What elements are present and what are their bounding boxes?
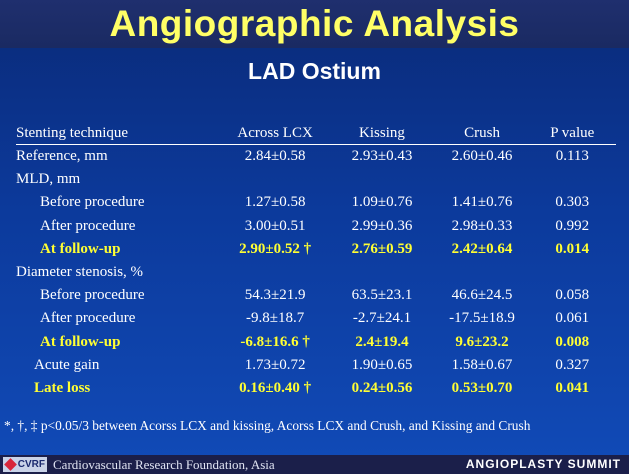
table-row-acute-gain: Acute gain 1.73±0.72 1.90±0.65 1.58±0.67… — [16, 354, 616, 377]
row-label: MLD, mm — [16, 171, 81, 188]
cell-kissing: 2.4±19.4 — [355, 333, 409, 350]
cell-across-lcx: 3.00±0.51 — [244, 217, 306, 234]
cell-kissing: -2.7±24.1 — [352, 310, 412, 327]
cell-kissing: 1.09±0.76 — [351, 194, 413, 211]
cell-p-value: 0.303 — [555, 194, 590, 211]
header-technique: Stenting technique — [16, 122, 222, 145]
row-label: Before procedure — [40, 194, 145, 211]
cell-crush: 1.41±0.76 — [451, 194, 513, 211]
cell-across-lcx: 0.16±0.40 † — [239, 379, 312, 396]
cell-crush: 46.6±24.5 — [451, 287, 513, 304]
table-row-mld-follow-up: At follow-up 2.90±0.52 † 2.76±0.59 2.42±… — [16, 238, 616, 261]
table-row-ds-after: After procedure -9.8±18.7 -2.7±24.1 -17.… — [16, 307, 616, 330]
table-row-reference: Reference, mm 2.84±0.58 2.93±0.43 2.60±0… — [16, 145, 616, 169]
cell-p-value: 0.041 — [555, 379, 590, 396]
cell-p-value: 0.008 — [555, 333, 590, 350]
title-band: Angiographic Analysis — [0, 0, 629, 48]
cell-across-lcx — [222, 168, 329, 191]
cell-p-value: 0.014 — [555, 240, 590, 257]
cell-crush: -17.5±18.9 — [449, 310, 515, 327]
cell-kissing — [328, 168, 435, 191]
row-label: Before procedure — [40, 287, 145, 304]
cell-p-value — [529, 168, 616, 191]
cell-p-value: 0.061 — [555, 310, 590, 327]
cell-p-value: 0.327 — [555, 356, 590, 373]
results-table: Stenting technique Across LCX Kissing Cr… — [16, 122, 616, 400]
cell-crush: 2.42±0.64 — [451, 240, 513, 257]
cvrf-logo: CVRF — [3, 457, 47, 472]
table-row-ds-follow-up: At follow-up -6.8±16.6 † 2.4±19.4 9.6±23… — [16, 331, 616, 354]
organization-name: Cardiovascular Research Foundation, Asia — [53, 457, 275, 472]
slide-subtitle: LAD Ostium — [248, 58, 381, 84]
header-crush: Crush — [435, 122, 529, 145]
row-label: Reference, mm — [16, 148, 108, 165]
table-row-late-loss: Late loss 0.16±0.40 † 0.24±0.56 0.53±0.7… — [16, 377, 616, 400]
table-row-mld-before: Before procedure 1.27±0.58 1.09±0.76 1.4… — [16, 191, 616, 214]
cell-across-lcx: 1.73±0.72 — [244, 356, 306, 373]
cell-p-value — [529, 261, 616, 284]
table-row-diameter-stenosis: Diameter stenosis, % — [16, 261, 616, 284]
footer-bar: CVRF Cardiovascular Research Foundation,… — [0, 455, 629, 474]
header-across-lcx: Across LCX — [221, 122, 329, 145]
header-kissing: Kissing — [328, 122, 436, 145]
cell-kissing: 2.93±0.43 — [351, 148, 413, 165]
cell-kissing: 1.90±0.65 — [351, 356, 413, 373]
event-name: ANGIOPLASTY SUMMIT — [465, 457, 621, 471]
cell-crush: 1.58±0.67 — [451, 356, 513, 373]
footnote: *, †, ‡ p<0.05/3 between Acorss LCX and … — [4, 418, 531, 433]
slide-title: Angiographic Analysis — [109, 3, 520, 44]
header-p-value: P value — [528, 122, 616, 145]
cell-kissing: 0.24±0.56 — [351, 379, 413, 396]
table-header-row: Stenting technique Across LCX Kissing Cr… — [16, 122, 616, 145]
row-label: At follow-up — [40, 240, 121, 257]
table-row-mld-after: After procedure 3.00±0.51 2.99±0.36 2.98… — [16, 215, 616, 238]
cell-across-lcx: 1.27±0.58 — [244, 194, 306, 211]
cell-across-lcx: -9.8±18.7 — [245, 310, 305, 327]
table-row-mld: MLD, mm — [16, 168, 616, 191]
cell-crush: 0.53±0.70 — [451, 379, 513, 396]
row-label: Late loss — [34, 379, 91, 396]
cell-kissing: 2.99±0.36 — [351, 217, 413, 234]
cell-kissing — [328, 261, 435, 284]
cell-across-lcx: 54.3±21.9 — [244, 287, 306, 304]
row-label: Acute gain — [34, 356, 100, 373]
cell-crush — [436, 261, 529, 284]
table-row-ds-before: Before procedure 54.3±21.9 63.5±23.1 46.… — [16, 284, 616, 307]
cell-across-lcx: -6.8±16.6 † — [240, 333, 310, 350]
cell-crush — [436, 168, 529, 191]
cell-across-lcx: 2.90±0.52 † — [239, 240, 312, 257]
cell-p-value: 0.113 — [555, 148, 589, 165]
row-label: After procedure — [40, 217, 136, 234]
cell-across-lcx — [222, 261, 329, 284]
row-label: After procedure — [40, 310, 136, 327]
cell-p-value: 0.058 — [555, 287, 590, 304]
cell-p-value: 0.992 — [555, 217, 590, 234]
cell-kissing: 2.76±0.59 — [351, 240, 413, 257]
cell-across-lcx: 2.84±0.58 — [244, 148, 306, 165]
row-label: Diameter stenosis, % — [16, 264, 144, 281]
row-label: At follow-up — [40, 333, 121, 350]
cell-crush: 2.98±0.33 — [451, 217, 513, 234]
cell-kissing: 63.5±23.1 — [351, 287, 413, 304]
cell-crush: 2.60±0.46 — [451, 148, 513, 165]
cell-crush: 9.6±23.2 — [455, 333, 509, 350]
